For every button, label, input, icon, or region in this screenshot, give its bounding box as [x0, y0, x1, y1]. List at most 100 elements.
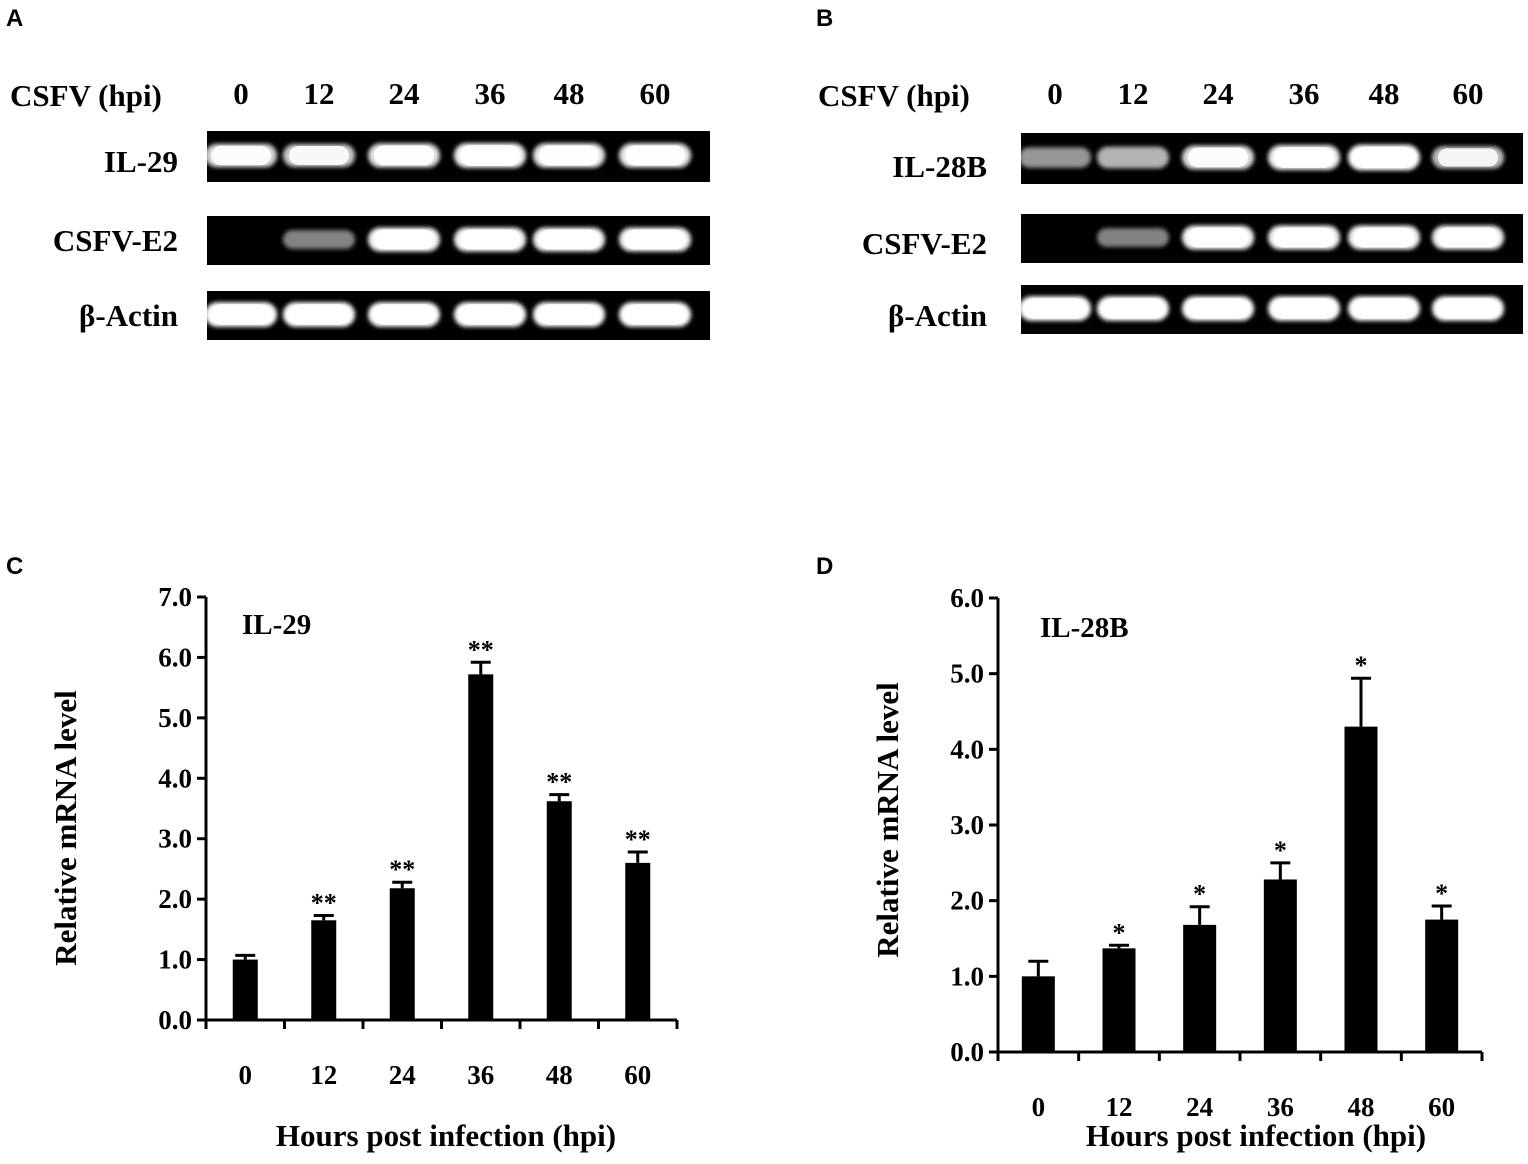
- chart-c-xlabel: Hours post infection (hpi): [276, 1118, 616, 1153]
- y-tick-label: 2.0: [950, 886, 984, 916]
- significance-marker: *: [1113, 918, 1126, 947]
- chart-d-title: IL-28B: [1040, 612, 1129, 644]
- gel-panel-a: CSFV (hpi) 0 12 24 36 48 60 IL-29 CSFV-E2 β-Act…: [10, 76, 710, 340]
- gel-row: CSFV-E2: [862, 214, 1523, 263]
- x-tick-label: 48: [1348, 1092, 1375, 1122]
- gel-band: [283, 144, 355, 167]
- lane-label: 60: [640, 76, 671, 111]
- panel-letter-b: B: [816, 5, 833, 32]
- gel-band: [454, 302, 526, 327]
- gel-band: [368, 143, 440, 168]
- bar: [1263, 879, 1297, 1052]
- bar: [1021, 976, 1055, 1052]
- x-tick-label: 0: [239, 1060, 253, 1090]
- bar: [1102, 948, 1136, 1052]
- y-tick-label: 4.0: [950, 734, 984, 764]
- gel-band: [533, 227, 605, 252]
- gel-band: [1432, 146, 1504, 169]
- bar: [311, 920, 337, 1020]
- lane-label: 0: [233, 76, 249, 111]
- bar: [389, 888, 415, 1020]
- gel-band: [454, 227, 526, 252]
- chart-c-title: IL-29: [242, 609, 311, 641]
- lane-label: 24: [389, 76, 420, 111]
- gel-band: [1268, 225, 1340, 250]
- gel-row-label: β-Actin: [79, 298, 178, 333]
- significance-marker: *: [1193, 880, 1206, 909]
- gel-band: [1097, 228, 1169, 247]
- y-tick-label: 1.0: [158, 945, 192, 975]
- bar: [1183, 924, 1217, 1052]
- gel-band: [1348, 144, 1420, 171]
- significance-marker: *: [1435, 879, 1448, 908]
- lane-label: 0: [1047, 76, 1063, 111]
- lane-label: 24: [1203, 76, 1234, 111]
- lane-label: 12: [304, 76, 335, 111]
- gel-band: [1182, 225, 1254, 250]
- lane-label: 48: [1369, 76, 1400, 111]
- gel-row: CSFV-E2: [53, 216, 710, 265]
- gel-band: [619, 143, 691, 168]
- gel-band: [1432, 296, 1504, 321]
- y-tick-label: 0.0: [950, 1037, 984, 1067]
- significance-marker: **: [468, 635, 494, 664]
- bar: [546, 801, 572, 1020]
- bar-chart-il28b: IL-28B Hours post infection (hpi) Relati…: [870, 583, 1484, 1153]
- gel-band: [1348, 225, 1420, 250]
- y-tick-label: 4.0: [158, 763, 192, 793]
- gel-b-header-label: CSFV (hpi): [818, 78, 970, 113]
- bar: [1425, 919, 1459, 1052]
- y-tick-label: 0.0: [158, 1005, 192, 1035]
- significance-marker: **: [625, 825, 651, 854]
- significance-marker: **: [546, 768, 572, 797]
- x-tick-label: 60: [1428, 1092, 1455, 1122]
- lane-label: 48: [554, 76, 585, 111]
- chart-d-xlabel: Hours post infection (hpi): [1086, 1118, 1426, 1153]
- significance-marker: **: [389, 855, 415, 884]
- panel-letter-c: C: [6, 553, 23, 580]
- y-tick-label: 5.0: [158, 703, 192, 733]
- gel-row-label: β-Actin: [888, 298, 987, 333]
- gel-row-label: CSFV-E2: [53, 223, 178, 258]
- gel-band: [283, 230, 355, 249]
- lane-label: 36: [475, 76, 506, 111]
- gel-a-rows: IL-29 CSFV-E2 β-Actin: [53, 131, 710, 340]
- gel-band: [368, 302, 440, 327]
- x-tick-label: 36: [467, 1060, 494, 1090]
- gel-band: [1019, 296, 1091, 321]
- gel-band: [1097, 146, 1169, 169]
- gel-band: [1268, 145, 1340, 170]
- panel-letter-a: A: [6, 5, 23, 32]
- y-tick-label: 6.0: [158, 642, 192, 672]
- y-tick-label: 3.0: [950, 810, 984, 840]
- gel-b-rows: IL-28B CSFV-E2 β-Actin: [862, 133, 1523, 334]
- gel-a-lane-labels: 0 12 24 36 48 60: [233, 76, 670, 111]
- gel-row-label: IL-29: [104, 144, 178, 179]
- significance-marker: *: [1274, 836, 1287, 865]
- gel-band: [533, 143, 605, 168]
- gel-a-header-label: CSFV (hpi): [10, 78, 162, 113]
- gel-band: [619, 227, 691, 252]
- lane-label: 60: [1453, 76, 1484, 111]
- significance-marker: *: [1355, 651, 1368, 680]
- gel-row-label: IL-28B: [892, 149, 987, 184]
- bar: [232, 959, 258, 1020]
- x-tick-label: 60: [624, 1060, 651, 1090]
- bar: [625, 862, 651, 1020]
- gel-band: [1182, 296, 1254, 321]
- gel-band: [1432, 225, 1504, 250]
- x-tick-label: 12: [310, 1060, 337, 1090]
- gel-row-label: CSFV-E2: [862, 226, 987, 261]
- x-tick-label: 12: [1106, 1092, 1133, 1122]
- gel-row: β-Actin: [888, 285, 1523, 334]
- chart-d-ylabel: Relative mRNA level: [870, 682, 905, 958]
- gel-band: [368, 227, 440, 252]
- gel-band: [1019, 147, 1091, 168]
- gel-band: [205, 143, 277, 168]
- lane-label: 36: [1289, 76, 1320, 111]
- bar: [1344, 726, 1378, 1052]
- gel-row: IL-28B: [892, 133, 1523, 184]
- y-tick-label: 2.0: [158, 884, 192, 914]
- y-tick-label: 5.0: [950, 659, 984, 689]
